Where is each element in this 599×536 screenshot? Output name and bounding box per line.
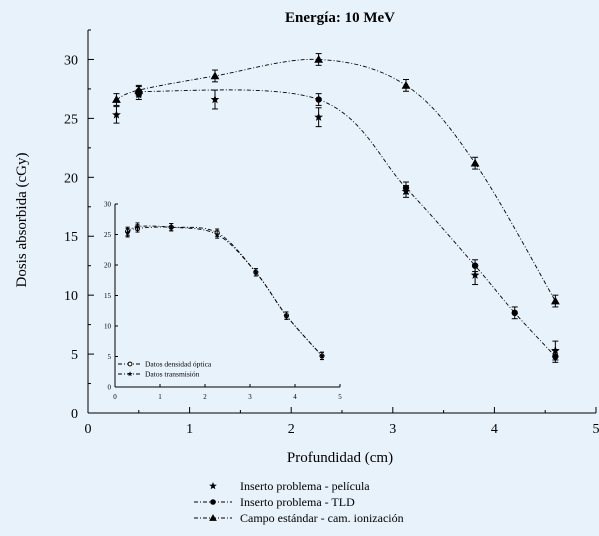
x-tick-label: 4 <box>491 422 498 437</box>
inset-legend-marker <box>128 362 132 366</box>
inset-x-tick-label: 3 <box>248 393 252 401</box>
legend-marker <box>209 482 217 489</box>
chart-title: Energía: 10 MeV <box>285 10 395 26</box>
data-point <box>402 81 411 89</box>
inset-x-tick-label: 4 <box>293 393 297 401</box>
inset-y-tick-label: 0 <box>108 384 112 392</box>
x-tick-label: 2 <box>288 422 295 437</box>
inset-x-tick-label: 2 <box>203 393 207 401</box>
inset-y-tick-label: 5 <box>108 353 112 361</box>
data-point <box>472 262 478 268</box>
legend-label: Inserto problema - película <box>240 479 370 493</box>
x-tick-label: 5 <box>593 422 599 437</box>
inset-y-tick-label: 30 <box>104 201 112 209</box>
y-tick-label: 30 <box>64 53 78 68</box>
data-point <box>315 96 321 102</box>
inset-legend-label: Datos densidad óptica <box>145 360 212 369</box>
inset-series-line <box>128 227 322 356</box>
y-tick-label: 0 <box>71 407 78 422</box>
series-line <box>116 59 555 301</box>
legend-label: Inserto problema - TLD <box>240 495 355 509</box>
inset-x-tick-label: 5 <box>338 393 342 401</box>
inset-y-tick-label: 15 <box>104 292 112 300</box>
y-tick-label: 25 <box>64 112 78 127</box>
inset-y-tick-label: 10 <box>104 323 112 331</box>
series-line <box>139 90 556 357</box>
x-tick-label: 3 <box>389 422 396 437</box>
legend-marker <box>209 514 217 521</box>
data-point <box>471 159 480 167</box>
inset-y-tick-label: 20 <box>104 262 112 270</box>
inset-x-tick-label: 1 <box>158 393 162 401</box>
x-tick-label: 1 <box>186 422 193 437</box>
x-axis-label: Profundidad (cm) <box>287 450 393 466</box>
main-legend: Inserto problema - película Inserto probl… <box>194 479 404 525</box>
data-point <box>403 185 409 191</box>
data-point <box>551 297 560 305</box>
legend-label: Campo estándar - cam. ionización <box>240 511 404 525</box>
inset-x-tick-label: 0 <box>113 393 117 401</box>
data-point <box>112 95 121 103</box>
data-point <box>314 55 323 63</box>
y-tick-label: 10 <box>64 289 78 304</box>
y-tick-label: 5 <box>71 348 78 363</box>
inset-series-line <box>128 226 322 356</box>
y-axis-label: Dosis absorbida (cGy) <box>14 153 30 288</box>
legend-marker <box>210 499 216 505</box>
x-tick-label: 0 <box>85 422 92 437</box>
inset-legend-marker <box>127 371 132 376</box>
inset-plot: 0 1 2 3 4 5 0 5 10 15 20 25 30 <box>104 201 342 402</box>
data-point <box>512 310 518 316</box>
y-tick-label: 15 <box>64 230 78 245</box>
inset-legend-label: Datos transmisión <box>145 370 200 379</box>
data-point <box>552 353 558 359</box>
y-tick-label: 20 <box>64 171 78 186</box>
inset-y-tick-label: 25 <box>104 231 112 239</box>
